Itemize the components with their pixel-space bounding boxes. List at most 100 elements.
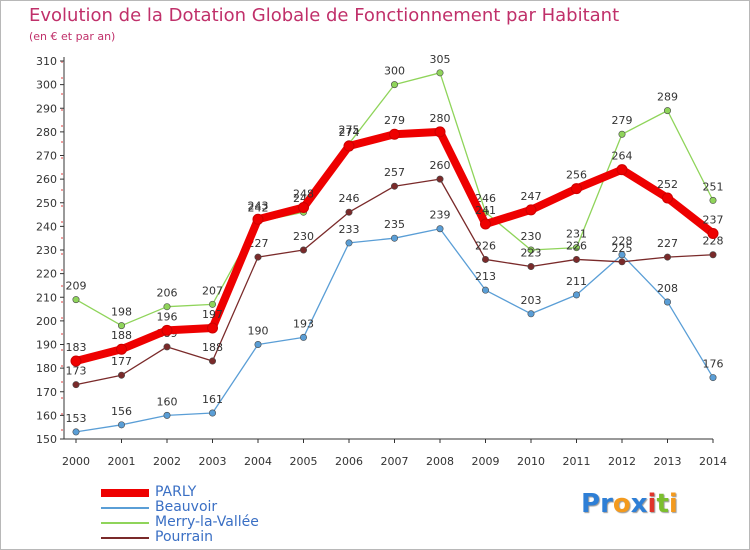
- data-point: [345, 208, 353, 216]
- data-point: [707, 227, 719, 239]
- data-point: [161, 324, 173, 336]
- x-tick-label: 2014: [699, 455, 727, 468]
- data-label: 156: [111, 405, 132, 418]
- data-label: 231: [566, 228, 587, 241]
- data-point: [390, 81, 398, 89]
- data-point: [163, 343, 171, 351]
- data-label: 241: [475, 204, 496, 217]
- chart-title: Evolution de la Dotation Globale de Fonc…: [29, 5, 620, 26]
- data-label: 247: [521, 190, 542, 203]
- data-label: 252: [657, 178, 678, 191]
- data-label: 160: [157, 395, 178, 408]
- data-label: 243: [248, 199, 269, 212]
- data-label: 226: [475, 239, 496, 252]
- y-tick-label: 210: [36, 291, 57, 304]
- logo-letter: o: [612, 489, 631, 519]
- data-point: [709, 196, 717, 204]
- y-tick-label: 150: [36, 433, 57, 446]
- y-tick-label: 190: [36, 339, 57, 352]
- data-point: [572, 255, 580, 263]
- data-point: [436, 175, 444, 183]
- data-label: 246: [339, 192, 360, 205]
- data-point: [389, 128, 400, 140]
- x-tick-label: 2001: [108, 455, 136, 468]
- data-point: [390, 234, 398, 242]
- data-point: [527, 263, 535, 271]
- data-label: 289: [657, 91, 678, 104]
- data-point: [72, 381, 80, 389]
- data-label: 188: [202, 341, 223, 354]
- data-point: [209, 300, 217, 308]
- data-label: 227: [657, 237, 678, 250]
- logo-letter: t: [656, 489, 669, 519]
- series-line: [75, 178, 714, 386]
- data-label: 239: [430, 209, 451, 222]
- x-tick-label: 2007: [381, 455, 409, 468]
- data-point: [662, 192, 673, 204]
- data-point: [572, 244, 580, 252]
- y-tick-label: 260: [36, 173, 57, 186]
- data-label: 176: [703, 358, 724, 371]
- legend-label: PARLY: [155, 484, 197, 500]
- data-label: 230: [521, 230, 542, 243]
- data-point: [527, 246, 535, 254]
- data-point: [663, 253, 671, 261]
- data-label: 226: [566, 239, 587, 252]
- y-tick-label: 270: [36, 150, 57, 163]
- y-tick-label: 180: [36, 362, 57, 375]
- data-point: [298, 201, 309, 213]
- data-point: [116, 343, 127, 355]
- x-tick-label: 2011: [563, 455, 591, 468]
- logo-letter: P: [581, 489, 601, 519]
- y-tick-label: 170: [36, 386, 57, 399]
- data-point: [571, 183, 582, 195]
- y-tick-label: 300: [36, 79, 57, 92]
- x-tick-label: 2000: [62, 455, 90, 468]
- chart-subtitle: (en € et par an): [29, 30, 116, 43]
- data-point: [299, 333, 307, 341]
- data-label: 235: [384, 218, 405, 231]
- data-point: [254, 340, 262, 348]
- y-tick-label: 290: [36, 102, 57, 115]
- x-tick-label: 2003: [199, 455, 227, 468]
- data-label: 251: [703, 180, 724, 193]
- data-label: 183: [66, 341, 87, 354]
- data-label: 300: [384, 65, 405, 78]
- data-label: 237: [703, 213, 724, 226]
- x-tick-label: 2013: [654, 455, 682, 468]
- y-tick-label: 200: [36, 315, 57, 328]
- data-point: [299, 246, 307, 254]
- x-tick-label: 2002: [153, 455, 181, 468]
- data-label: 223: [521, 247, 542, 260]
- data-label: 207: [202, 284, 223, 297]
- data-point: [207, 322, 218, 334]
- data-label: 246: [475, 192, 496, 205]
- data-point: [209, 409, 217, 417]
- logo-letter: i: [647, 489, 657, 519]
- data-point: [663, 107, 671, 115]
- data-point: [72, 428, 80, 436]
- data-label: 248: [293, 187, 314, 200]
- data-point: [252, 213, 264, 225]
- data-point: [436, 69, 444, 77]
- y-tick-label: 160: [36, 409, 57, 422]
- data-label: 264: [612, 150, 633, 163]
- data-label: 213: [475, 270, 496, 283]
- x-tick-label: 2009: [472, 455, 500, 468]
- data-point: [254, 253, 262, 261]
- data-label: 161: [202, 393, 223, 406]
- legend-swatch: [101, 522, 149, 524]
- data-label: 209: [66, 280, 87, 293]
- y-tick-label: 230: [36, 244, 57, 257]
- data-point: [481, 255, 489, 263]
- data-label: 257: [384, 166, 405, 179]
- data-point: [618, 251, 626, 259]
- data-label: 211: [566, 275, 587, 288]
- data-point: [118, 322, 126, 330]
- data-point: [709, 251, 717, 259]
- data-label: 275: [339, 124, 360, 137]
- data-label: 228: [612, 235, 633, 248]
- data-point: [572, 291, 580, 299]
- data-label: 206: [157, 287, 178, 300]
